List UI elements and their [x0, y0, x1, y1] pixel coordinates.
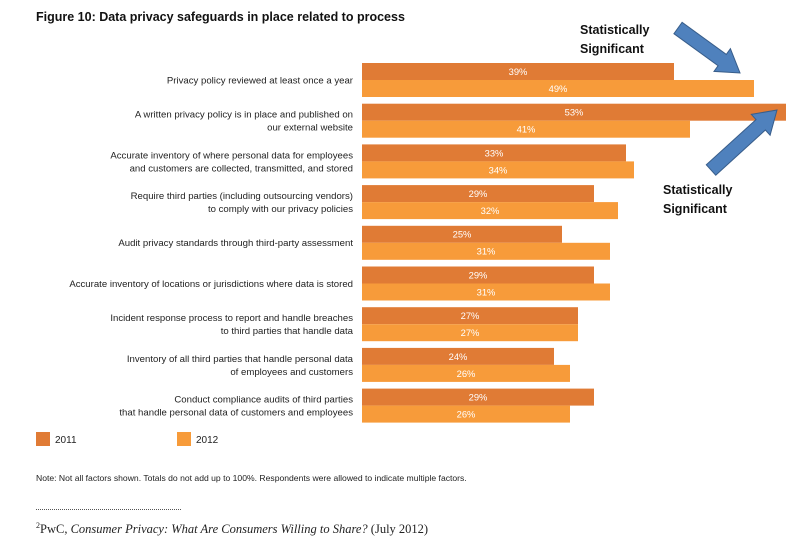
value-label-2011-4: 25% [453, 229, 472, 240]
value-label-2011-8: 29% [469, 392, 488, 403]
chart-note: Note: Not all factors shown. Totals do n… [36, 473, 467, 483]
legend-swatch-2012 [177, 432, 191, 446]
bar-2011-2 [362, 144, 626, 162]
value-label-2012-7: 26% [457, 368, 476, 379]
category-label-3-0: Require third parties (including outsour… [131, 191, 353, 202]
footnote-divider [36, 509, 181, 510]
arrow-callout-bottom [705, 109, 778, 176]
category-label-3-1: to comply with our privacy policies [208, 204, 353, 215]
value-label-2012-6: 27% [461, 327, 480, 338]
callout-bottom-line1: Statistically [663, 183, 733, 197]
footnote-prefix: PwC, [40, 522, 71, 537]
value-label-2012-3: 32% [481, 205, 500, 216]
bar-2012-2 [362, 161, 634, 179]
bar-2012-6 [362, 324, 578, 342]
bar-2012-8 [362, 405, 570, 423]
bar-2011-5 [362, 266, 594, 284]
category-label-8-1: that handle personal data of customers a… [119, 408, 353, 419]
bar-2012-5 [362, 283, 610, 301]
bar-2012-1 [362, 120, 690, 138]
value-label-2011-3: 29% [469, 188, 488, 199]
footnote-suffix: (July 2012) [367, 522, 429, 537]
bar-2012-7 [362, 364, 570, 382]
value-label-2012-0: 49% [549, 83, 568, 94]
category-label-7-1: of employees and customers [230, 367, 353, 378]
value-label-2011-0: 39% [509, 66, 528, 77]
value-label-2012-4: 31% [477, 246, 496, 257]
value-label-2011-2: 33% [485, 147, 504, 158]
callout-top-line1: Statistically [580, 23, 650, 37]
value-label-2011-5: 29% [469, 269, 488, 280]
footnote-title: Consumer Privacy: What Are Consumers Wil… [70, 522, 368, 537]
value-label-2012-5: 31% [477, 286, 496, 297]
category-label-6-1: to third parties that handle data [221, 326, 354, 337]
footnote: 2PwC, Consumer Privacy: What Are Consume… [36, 521, 428, 537]
legend-label-2011: 2011 [55, 435, 77, 446]
value-label-2011-7: 24% [449, 351, 468, 362]
category-label-1-1: our external website [267, 123, 353, 134]
bar-2011-6 [362, 307, 578, 325]
category-label-4-0: Audit privacy standards through third-pa… [118, 238, 353, 249]
value-label-2012-2: 34% [489, 164, 508, 175]
footnote-marker: 2 [36, 521, 40, 530]
bar-2012-3 [362, 202, 618, 220]
category-label-1-0: A written privacy policy is in place and… [135, 110, 353, 121]
bar-2011-3 [362, 185, 594, 203]
bar-2012-0 [362, 80, 754, 97]
callout-top: Statistically Significant [580, 21, 649, 59]
bar-2011-1 [362, 103, 786, 121]
category-label-2-1: and customers are collected, transmitted… [130, 163, 353, 174]
bar-2011-8 [362, 388, 594, 406]
bar-chart: 39% 49% Privacy policy reviewed at least o… [36, 21, 786, 446]
category-label-8-0: Conduct compliance audits of third parti… [174, 395, 353, 406]
bar-2012-4 [362, 242, 610, 260]
category-label-0-0: Privacy policy reviewed at least once a … [167, 75, 354, 86]
bar-2011-0 [362, 63, 674, 80]
value-label-2012-8: 26% [457, 409, 476, 420]
value-label-2011-6: 27% [461, 310, 480, 321]
legend-swatch-2011 [36, 432, 50, 446]
legend-label-2012: 2012 [196, 435, 219, 446]
bar-2011-4 [362, 225, 562, 243]
category-label-7-0: Inventory of all third parties that hand… [127, 354, 354, 365]
category-label-6-0: Incident response process to report and … [110, 313, 353, 324]
value-label-2012-1: 41% [517, 124, 536, 135]
callout-top-line2: Significant [580, 42, 644, 56]
category-label-5-0: Accurate inventory of locations or juris… [69, 279, 353, 290]
category-label-2-0: Accurate inventory of where personal dat… [110, 150, 353, 161]
bar-2011-7 [362, 347, 554, 365]
value-label-2011-1: 53% [565, 107, 584, 118]
callout-bottom: Statistically Significant [663, 181, 732, 219]
callout-bottom-line2: Significant [663, 202, 727, 216]
chart-title: Figure 10: Data privacy safeguards in pl… [36, 10, 405, 24]
arrow-callout-top [673, 21, 741, 74]
